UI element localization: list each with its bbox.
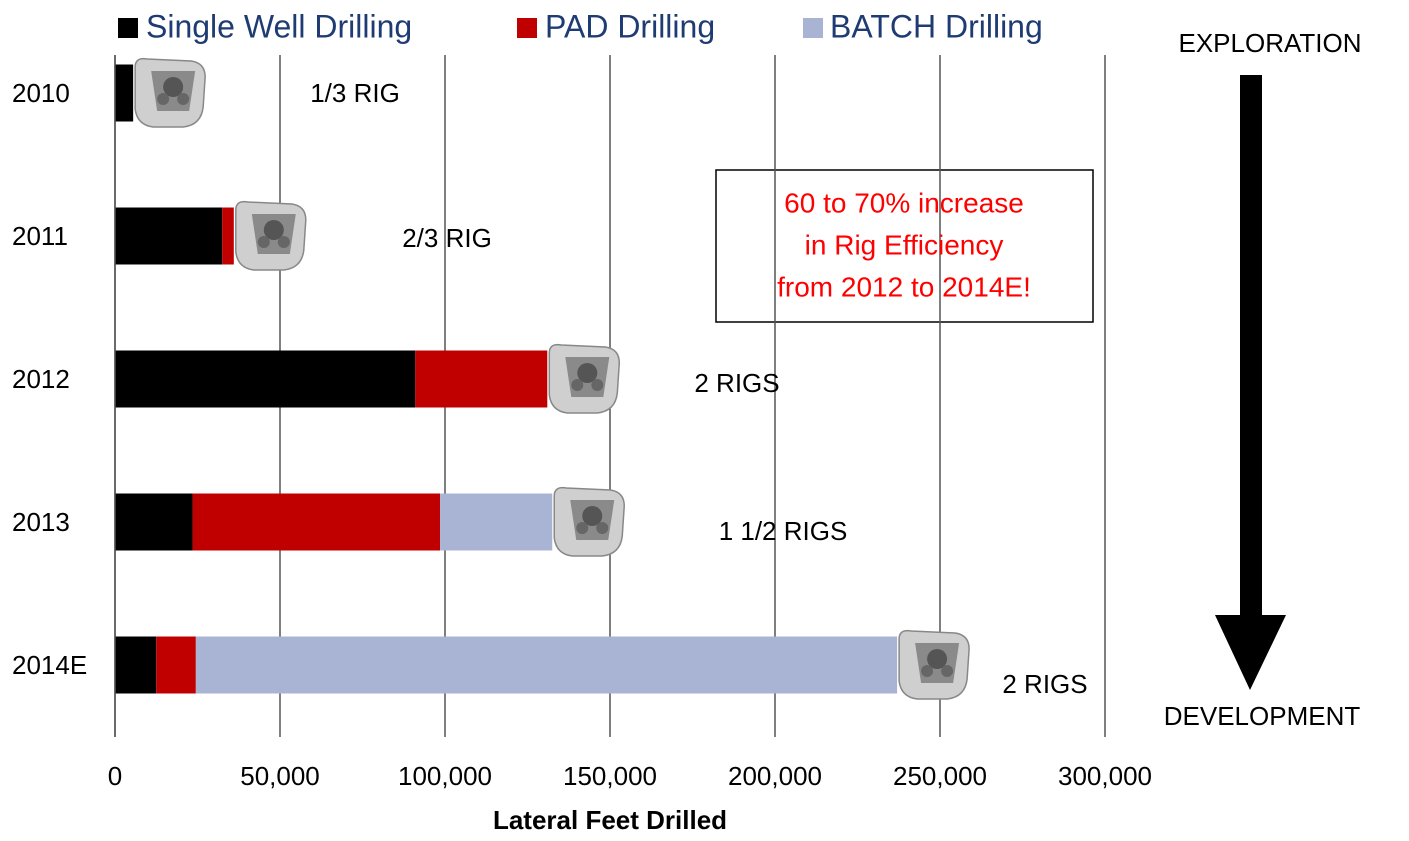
bar-segment	[156, 637, 196, 694]
y-tick-label: 2010	[12, 78, 70, 108]
arrow-top-label: EXPLORATION	[1178, 28, 1361, 58]
drill-bit	[554, 488, 624, 556]
chart: EXPLORATION DEVELOPMENT Lateral Feet Dri…	[0, 0, 1409, 841]
drill-bit	[549, 345, 619, 413]
annotation-text: from 2012 to 2014E!	[777, 271, 1031, 302]
arrow-head	[1215, 615, 1286, 690]
rig-label: 1 1/2 RIGS	[719, 516, 848, 546]
bar-segment	[222, 208, 234, 265]
drill-bit-cutter	[571, 379, 583, 391]
drill-bit-cutter	[596, 522, 608, 534]
x-axis-title: Lateral Feet Drilled	[493, 805, 727, 835]
drill-bit-cutter	[941, 665, 953, 677]
x-tick-label: 200,000	[728, 761, 822, 791]
x-tick-label: 0	[108, 761, 122, 791]
y-tick-label: 2014E	[12, 650, 87, 680]
x-tick-label: 100,000	[398, 761, 492, 791]
drill-bit-cutter	[157, 93, 169, 105]
legend-label: BATCH Drilling	[830, 8, 1043, 44]
bar-segment	[193, 494, 440, 551]
legend-swatch	[118, 18, 138, 38]
legend-swatch	[517, 18, 537, 38]
drill-bit-cutter	[177, 93, 189, 105]
drill-bit	[135, 59, 205, 127]
x-tick-label: 300,000	[1058, 761, 1152, 791]
bar-segment	[415, 351, 547, 408]
legend-swatch	[803, 18, 823, 38]
x-tick-label: 150,000	[563, 761, 657, 791]
bar-segment	[115, 494, 193, 551]
y-tick-label: 2013	[12, 507, 70, 537]
annotation-text: in Rig Efficiency	[805, 229, 1004, 260]
legend-label: PAD Drilling	[545, 8, 715, 44]
drill-bit-cutter	[921, 665, 933, 677]
x-tick-label: 50,000	[240, 761, 320, 791]
bar-segment	[115, 351, 415, 408]
annotation-text: 60 to 70% increase	[784, 187, 1024, 218]
drill-bit	[236, 202, 306, 270]
drill-bit-cutter	[258, 236, 270, 248]
y-tick-label: 2011	[12, 221, 68, 251]
rig-label: 2/3 RIG	[402, 223, 492, 253]
bar-segment	[196, 637, 897, 694]
bar-segment	[115, 208, 222, 265]
drill-bit-cutter	[576, 522, 588, 534]
rig-label: 1/3 RIG	[310, 78, 400, 108]
bar-segment	[440, 494, 552, 551]
drill-bit	[899, 631, 969, 699]
rig-label: 2 RIGS	[1002, 669, 1087, 699]
rig-label: 2 RIGS	[694, 368, 779, 398]
x-tick-label: 250,000	[893, 761, 987, 791]
arrow-shaft	[1240, 75, 1262, 620]
drill-bit-cutter	[278, 236, 290, 248]
legend-label: Single Well Drilling	[146, 8, 412, 44]
y-tick-label: 2012	[12, 364, 70, 394]
bar-segment	[115, 637, 156, 694]
bar-segment	[115, 65, 133, 122]
drill-bit-cutter	[591, 379, 603, 391]
arrow-bottom-label: DEVELOPMENT	[1164, 701, 1361, 731]
